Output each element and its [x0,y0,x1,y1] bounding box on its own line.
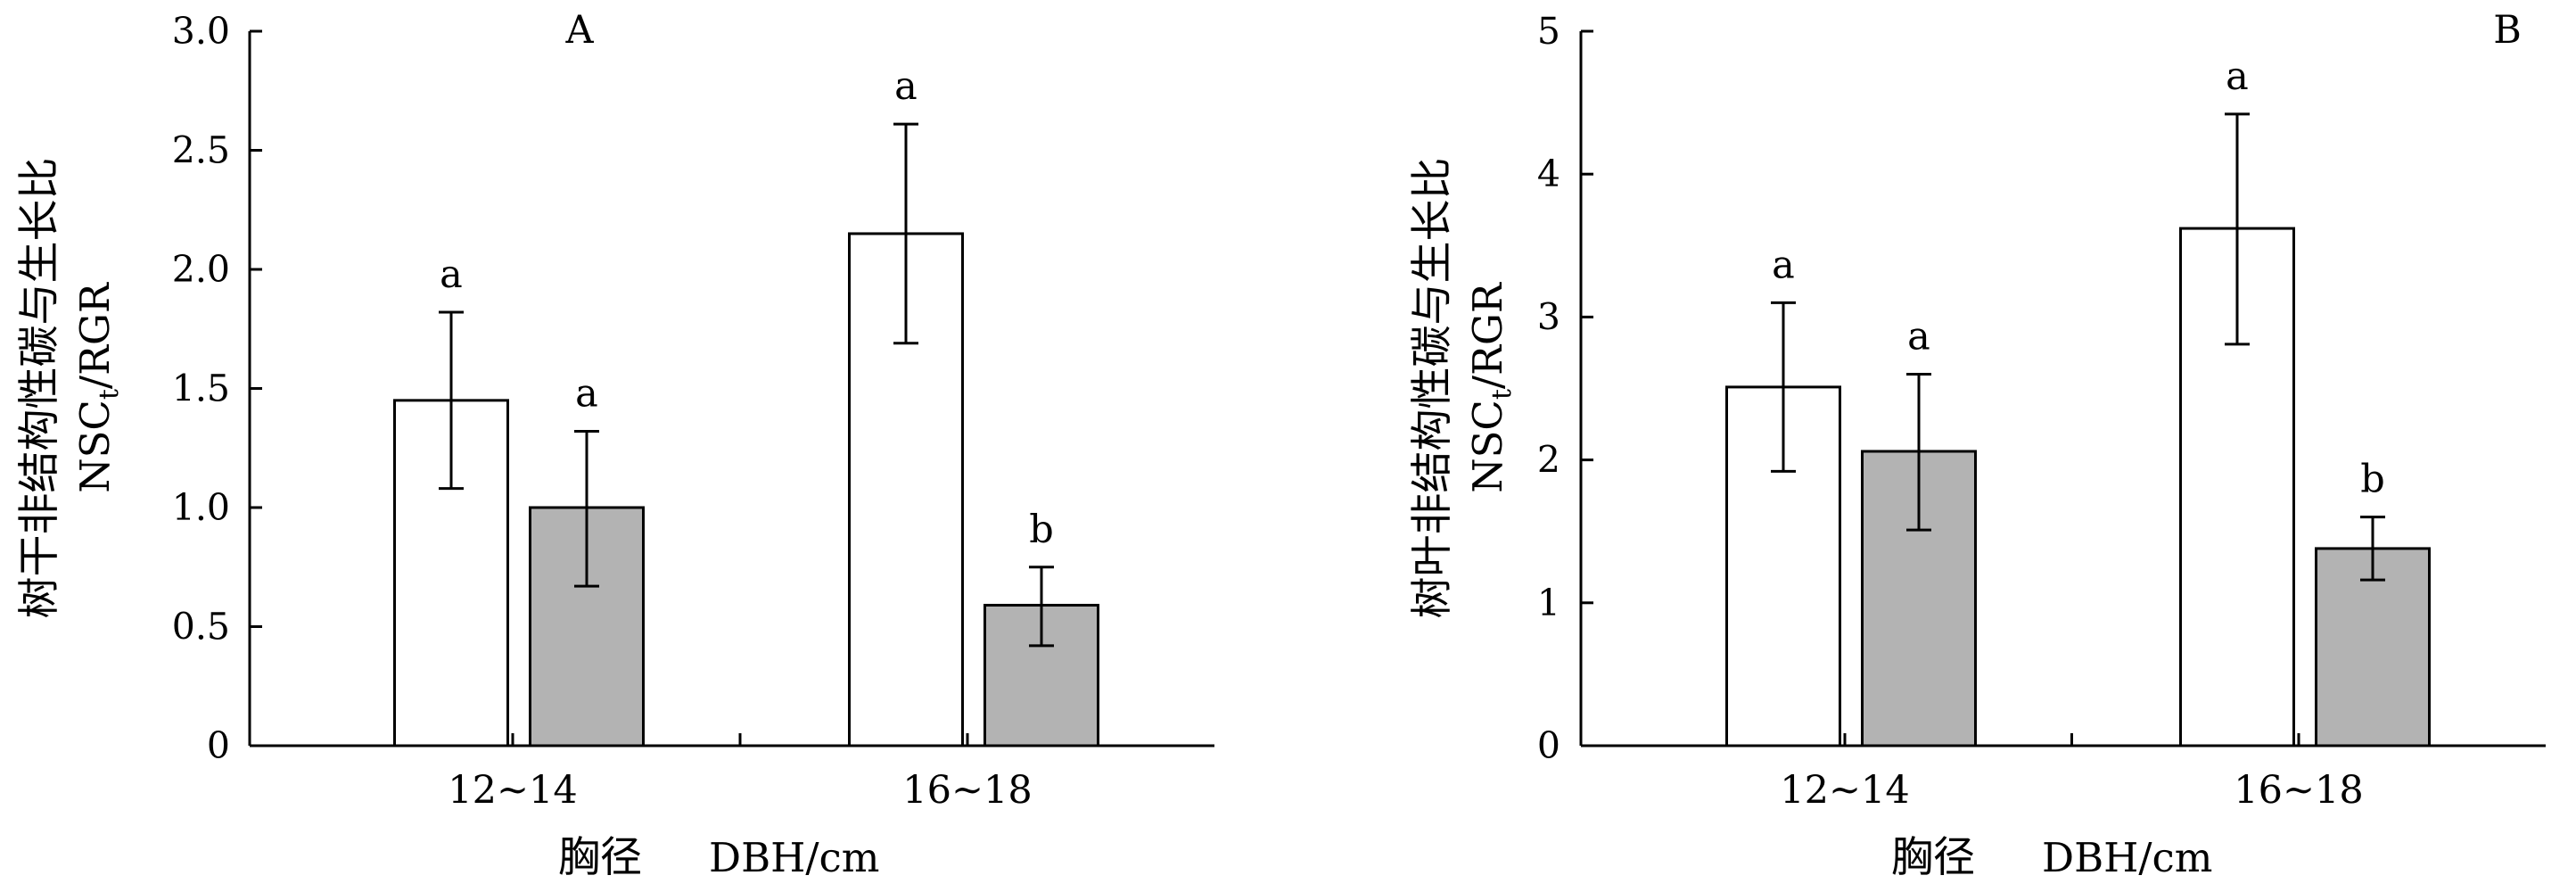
x-axis-title-en: DBH/cm [709,834,879,881]
y-axis-title-en-main: NSC [1464,400,1511,493]
y-tick-label: 0 [1537,724,1560,767]
significance-letter: a [1907,314,1930,359]
significance-letter: a [2226,54,2249,99]
x-tick-label: 16~18 [2234,768,2363,813]
y-axis-title-cn: 树叶非结构性碳与生长比 [1408,158,1457,619]
y-tick-label: 2.0 [172,248,230,291]
significance-letter: b [1029,508,1054,552]
y-axis-title-en: NSCt/RGR [1464,282,1518,493]
y-tick-label: 4 [1537,153,1560,195]
y-tick-label: 5 [1537,10,1560,53]
y-tick-label: 2.5 [172,129,230,172]
x-axis-title-cn: 胸径 [558,833,642,882]
y-axis-title-cn: 树干非结构性碳与生长比 [15,158,64,619]
significance-letter: a [575,372,598,417]
significance-letter: a [1772,243,1795,287]
panel-B: 0 1 2 3 4 5 12~14 16~18 a a a b B 树叶非结构性碳与生长比 NSCt/RGR… [1408,8,2546,882]
y-tick-label: 0.5 [172,606,230,648]
x-tick-label: 16~18 [902,768,1032,813]
panel-A: 0 0.5 1.0 1.5 2.0 2.5 3.0 12~14 16~18 a a a b A 树干非结构性… [15,8,1214,882]
y-axis-title-en-main: NSC [71,400,119,493]
significance-letter: b [2360,458,2385,502]
panel-label: A [564,8,594,53]
y-tick-label: 3.0 [172,10,230,53]
panel-label: B [2493,8,2522,53]
significance-letter: a [440,252,463,297]
y-tick-label: 3 [1537,295,1560,338]
y-tick-label: 1 [1537,582,1560,624]
x-tick-label: 12~14 [448,768,577,813]
y-axis-title-en-tail: /RGR [1464,282,1511,389]
x-tick-label: 12~14 [1780,768,1909,813]
y-axis-title-en-sub: t [1486,389,1518,400]
y-tick-label: 0 [207,724,230,767]
y-tick-label: 2 [1537,439,1560,482]
y-tick-label: 1.0 [172,486,230,529]
x-axis-title-cn: 胸径 [1891,833,1975,882]
y-axis-title-en-sub: t [94,389,125,400]
bar [2315,547,2431,747]
y-axis-title-en: NSCt/RGR [71,282,125,493]
y-axis-title-en-tail: /RGR [71,282,119,389]
x-axis-title-en: DBH/cm [2042,834,2212,881]
significance-letter: a [894,64,918,109]
y-tick-label: 1.5 [172,368,230,410]
